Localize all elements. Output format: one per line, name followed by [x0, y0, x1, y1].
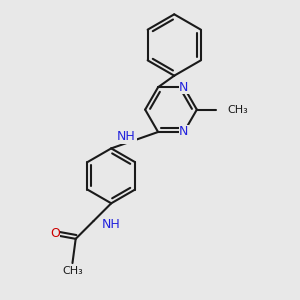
- Text: O: O: [50, 227, 60, 241]
- Text: CH₃: CH₃: [227, 105, 248, 115]
- Text: NH: NH: [101, 218, 120, 231]
- Text: N: N: [179, 81, 189, 94]
- Text: N: N: [179, 125, 189, 139]
- Text: NH: NH: [117, 130, 136, 143]
- Text: CH₃: CH₃: [62, 266, 83, 276]
